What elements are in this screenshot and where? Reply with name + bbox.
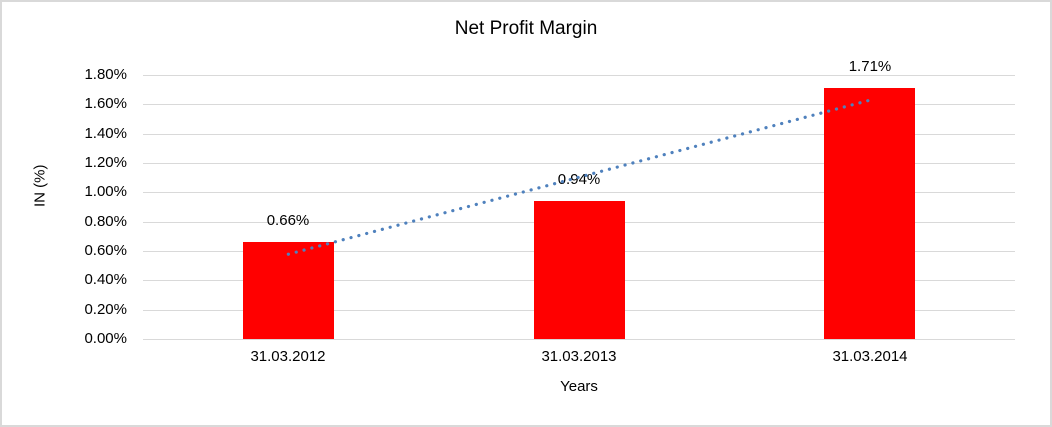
bar [824, 88, 915, 339]
y-tick-label: 1.40% [84, 125, 127, 142]
gridline [143, 75, 1015, 76]
y-tick-label: 1.80% [84, 66, 127, 83]
data-label: 0.66% [266, 212, 310, 229]
y-tick-label: 0.40% [84, 271, 127, 288]
plot-area: 0.66% 0.94% 1.71% [143, 58, 1015, 340]
data-label: 0.94% [557, 171, 601, 188]
y-tick-label: 0.00% [84, 330, 127, 347]
gridline [143, 339, 1015, 340]
chart-title: Net Profit Margin [454, 18, 598, 39]
y-tick-label: 0.60% [84, 242, 127, 259]
y-tick-label: 1.60% [84, 95, 127, 112]
bar [534, 201, 625, 339]
y-tick-label: 1.20% [84, 154, 127, 171]
y-tick-label: 0.80% [84, 213, 127, 230]
data-label: 1.71% [848, 58, 892, 75]
x-tick-label: 31.03.2013 [541, 348, 617, 365]
x-tick-label: 31.03.2012 [250, 348, 326, 365]
x-tick-label: 31.03.2014 [832, 348, 908, 365]
y-tick-label: 0.20% [84, 301, 127, 318]
y-tick-label: 1.00% [84, 183, 127, 200]
x-axis-title: Years [560, 378, 598, 395]
bar [243, 242, 334, 339]
